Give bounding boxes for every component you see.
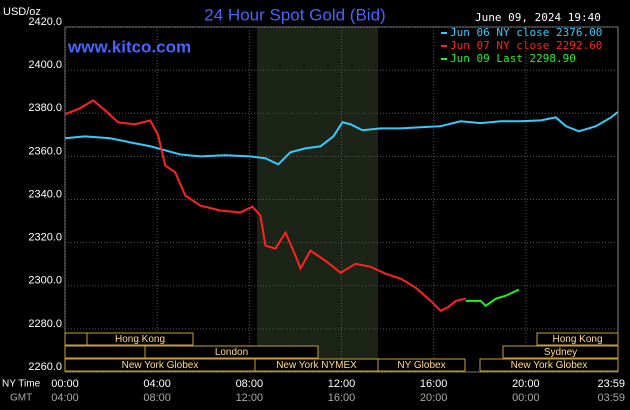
y-tick-label: 2340.0 bbox=[28, 188, 62, 200]
y-tick-label: 2280.0 bbox=[28, 318, 62, 330]
session-box bbox=[536, 332, 619, 346]
gmt-tick-label: 04:00 bbox=[51, 392, 79, 404]
session-label: New York Globex bbox=[122, 360, 199, 371]
price-line bbox=[64, 99, 466, 312]
session-box bbox=[144, 345, 319, 359]
session-label: Sydney bbox=[544, 347, 577, 358]
price-line bbox=[64, 111, 619, 166]
session-label: New York NYMEX bbox=[276, 360, 357, 371]
x-tick-label: 00:00 bbox=[51, 378, 79, 390]
session-box bbox=[377, 358, 466, 372]
x-row-label: NY Time bbox=[2, 379, 41, 390]
x-tick-label: 16:00 bbox=[420, 378, 448, 390]
x-tick-label: 04:00 bbox=[143, 378, 171, 390]
gmt-tick-label: 20:00 bbox=[420, 392, 448, 404]
legend-label: Jun 07 NY close 2292.60 bbox=[450, 39, 602, 52]
x-row-label: GMT bbox=[10, 393, 32, 404]
y-tick-label: 2300.0 bbox=[28, 275, 62, 287]
session-label: Hong Kong bbox=[115, 334, 165, 345]
y-tick-label: 2260.0 bbox=[28, 361, 62, 373]
legend-label: Jun 06 NY close 2376.00 bbox=[450, 26, 602, 39]
gmt-tick-label: 16:00 bbox=[328, 392, 356, 404]
session-label: New York Globex bbox=[511, 360, 588, 371]
x-tick-label: 12:00 bbox=[328, 378, 356, 390]
gmt-tick-label: 08:00 bbox=[143, 392, 171, 404]
y-tick-label: 2400.0 bbox=[28, 59, 62, 71]
y-tick-label: 2380.0 bbox=[28, 102, 62, 114]
gmt-tick-label: 03:59 bbox=[597, 392, 625, 404]
session-label: NY Globex bbox=[397, 360, 445, 371]
chart-title: 24 Hour Spot Gold (Bid) bbox=[204, 5, 385, 24]
session-box bbox=[86, 332, 194, 346]
y-label: USD/oz bbox=[3, 6, 41, 18]
session-box bbox=[479, 358, 619, 372]
x-tick-label: 20:00 bbox=[512, 378, 540, 390]
price-line bbox=[465, 288, 520, 308]
y-tick-label: 2420.0 bbox=[28, 16, 62, 28]
legend-label: Jun 09 Last 2298.90 bbox=[450, 52, 576, 65]
x-tick-label: 23:59 bbox=[597, 378, 625, 390]
session-label: Hong Kong bbox=[552, 334, 602, 345]
session-box bbox=[502, 345, 619, 359]
gmt-tick-label: 00:00 bbox=[512, 392, 540, 404]
timestamp: June 09, 2024 19:40 bbox=[475, 11, 601, 24]
y-tick-label: 2320.0 bbox=[28, 232, 62, 244]
session-label: London bbox=[215, 347, 248, 358]
source: www.kitco.com bbox=[67, 37, 191, 56]
y-tick-label: 2360.0 bbox=[28, 145, 62, 157]
gmt-tick-label: 12:00 bbox=[236, 392, 264, 404]
x-tick-label: 08:00 bbox=[236, 378, 264, 390]
